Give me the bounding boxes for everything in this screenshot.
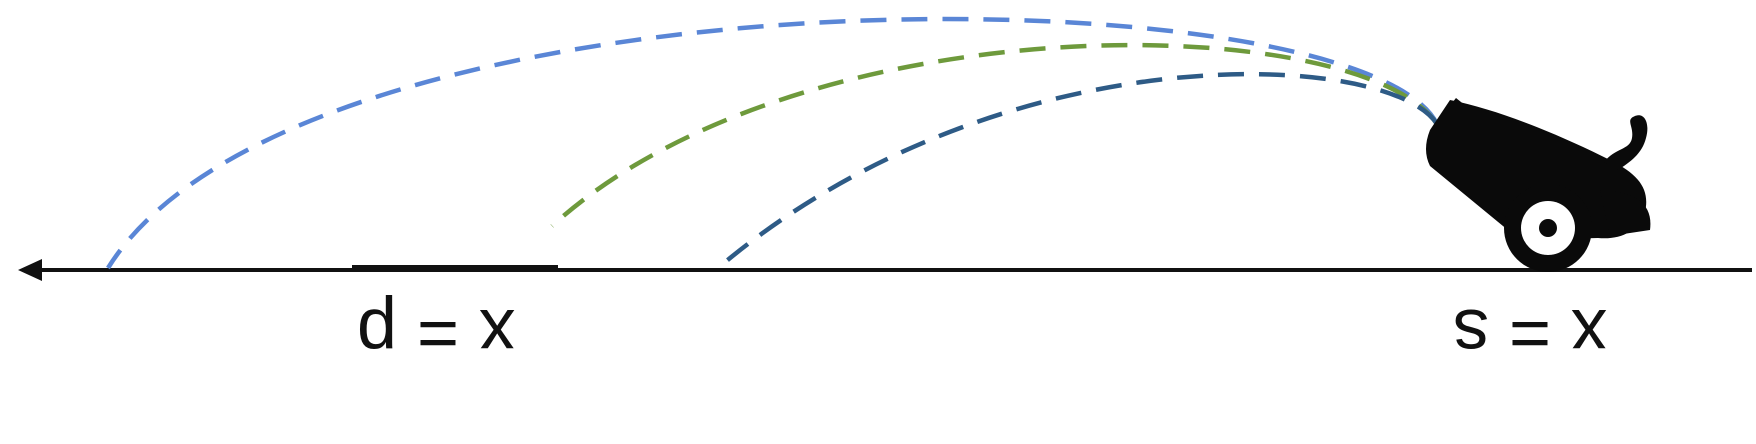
cannon-muzzle (1432, 98, 1466, 142)
cannon-carriage (1600, 190, 1651, 236)
trajectory-mid (550, 42, 1439, 228)
trajectory-short (716, 71, 1439, 270)
right-position-label: x = s (1453, 294, 1607, 374)
left-position-label: x = p (357, 294, 515, 374)
x-axis (18, 259, 1752, 281)
trajectories (106, 16, 1440, 270)
cannon-barrel (1426, 100, 1647, 240)
cannon-icon (1426, 98, 1651, 272)
arrow-left-icon (18, 259, 42, 281)
trajectory-long (106, 16, 1440, 270)
cannon-wheel-hub (1539, 219, 1557, 237)
cannon-tail (1604, 115, 1648, 170)
